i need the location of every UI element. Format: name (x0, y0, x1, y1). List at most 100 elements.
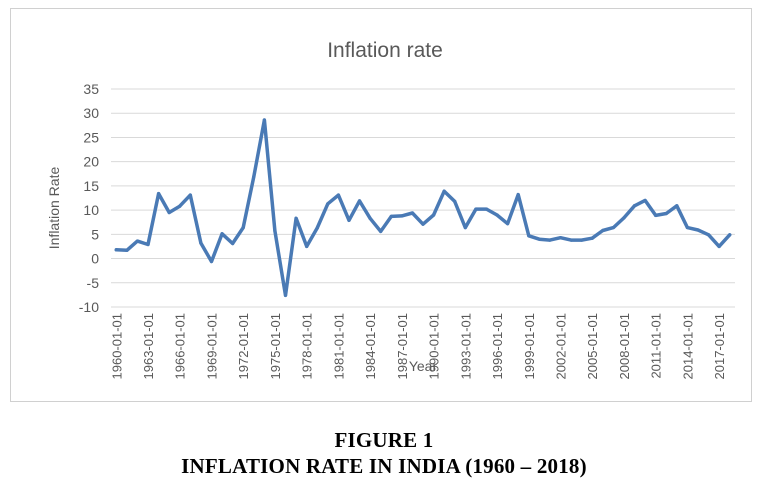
data-point (146, 242, 150, 247)
data-point (156, 192, 161, 196)
x-axis-label: Year (409, 358, 438, 374)
x-tick-label: 2011-01-01 (649, 313, 664, 379)
data-point (527, 234, 531, 238)
data-point (474, 207, 478, 211)
x-tick-label: 1963-01-01 (141, 313, 156, 380)
data-point (252, 175, 256, 179)
y-tick-label: -10 (79, 299, 99, 315)
x-tick-label: 2005-01-01 (585, 313, 600, 380)
data-point (728, 233, 732, 237)
data-point (717, 244, 721, 249)
data-point (548, 238, 552, 242)
data-point (220, 232, 224, 236)
figure-caption: INFLATION RATE IN INDIA (1960 – 2018) (181, 454, 587, 478)
data-point (347, 218, 351, 222)
inflation-line-chart: Inflation rate 35 30 25 20 15 10 5 0 -5 -10 1960-… (46, 39, 735, 380)
x-tick-label: 2008-01-01 (617, 313, 632, 380)
data-point (336, 193, 340, 197)
data-point (209, 259, 214, 264)
data-point (241, 225, 245, 230)
x-tick-label: 1984-01-01 (363, 313, 378, 380)
data-point (283, 293, 288, 297)
x-tick-label: 1978-01-01 (300, 313, 315, 380)
chart-title: Inflation rate (327, 39, 443, 62)
x-tick-label: 2014-01-01 (680, 313, 695, 380)
data-point (305, 244, 309, 249)
data-point (484, 207, 489, 211)
y-tick-label: 35 (83, 81, 99, 97)
x-tick-label: 1987-01-01 (395, 313, 410, 380)
y-tick-label: 5 (91, 226, 99, 242)
y-tick-label: 25 (83, 129, 99, 145)
data-point (675, 204, 679, 208)
data-point (590, 236, 594, 240)
data-point (654, 213, 658, 218)
series-line-0 (114, 118, 732, 298)
data-point (643, 198, 647, 203)
x-tick-label: 1990-01-01 (427, 313, 442, 380)
y-tick-label: 20 (83, 154, 99, 170)
x-tick-label: 1960-01-01 (109, 313, 124, 380)
data-point (410, 211, 415, 215)
data-point (262, 118, 266, 122)
y-axis-label: Inflation Rate (46, 167, 62, 250)
x-axis-ticks: 1960-01-01 1963-01-01 1966-01-01 1969-01-01… (109, 313, 727, 380)
data-point (696, 228, 700, 232)
figure-number: FIGURE 1 (334, 428, 434, 452)
data-point (178, 204, 182, 208)
x-tick-label: 1972-01-01 (236, 313, 251, 380)
series-layer (114, 118, 732, 298)
data-point (664, 211, 668, 216)
data-point (114, 248, 118, 252)
data-point (611, 225, 615, 230)
x-tick-label: 2017-01-01 (712, 313, 727, 380)
y-tick-label: 10 (83, 202, 99, 218)
y-tick-label: -5 (87, 275, 100, 291)
x-tick-label: 1966-01-01 (173, 313, 188, 380)
data-point (706, 233, 711, 237)
data-point (294, 216, 298, 220)
data-point (632, 204, 637, 208)
y-tick-label: 0 (91, 251, 99, 267)
data-point (379, 229, 383, 234)
data-point (495, 213, 499, 217)
data-point (685, 225, 690, 230)
x-tick-label: 1969-01-01 (204, 313, 219, 380)
data-point (231, 241, 235, 246)
data-point (135, 239, 140, 243)
y-tick-label: 15 (83, 178, 99, 194)
data-point (125, 248, 129, 252)
x-tick-label: 1975-01-01 (268, 313, 283, 380)
y-axis-ticks: 35 30 25 20 15 10 5 0 -5 -10 (79, 81, 99, 315)
data-point (326, 202, 330, 206)
data-point (273, 229, 277, 233)
x-tick-label: 2002-01-01 (553, 313, 568, 380)
data-point (368, 216, 372, 220)
data-point (431, 213, 436, 217)
data-point (389, 214, 393, 219)
x-tick-label: 1981-01-01 (331, 313, 346, 380)
data-point (506, 222, 510, 226)
data-point (558, 236, 563, 240)
gridlines (111, 88, 735, 308)
data-point (188, 193, 192, 197)
data-point (569, 238, 573, 242)
data-point (442, 189, 446, 193)
x-tick-label: 1996-01-01 (490, 313, 505, 380)
data-point (516, 193, 520, 197)
data-point (453, 199, 457, 203)
y-tick-label: 30 (83, 105, 99, 121)
data-point (400, 214, 404, 218)
chart-frame: Inflation rate 35 30 25 20 15 10 5 0 -5 -10 1960-… (10, 8, 752, 402)
data-point (315, 226, 319, 230)
data-point (199, 241, 203, 245)
data-point (421, 222, 425, 226)
x-tick-label: 1993-01-01 (458, 313, 473, 380)
data-point (463, 225, 467, 230)
data-point (537, 237, 541, 241)
data-point (601, 228, 605, 233)
data-point (622, 216, 626, 220)
data-point (580, 238, 584, 242)
data-point (167, 210, 171, 215)
x-tick-label: 1999-01-01 (522, 313, 537, 380)
